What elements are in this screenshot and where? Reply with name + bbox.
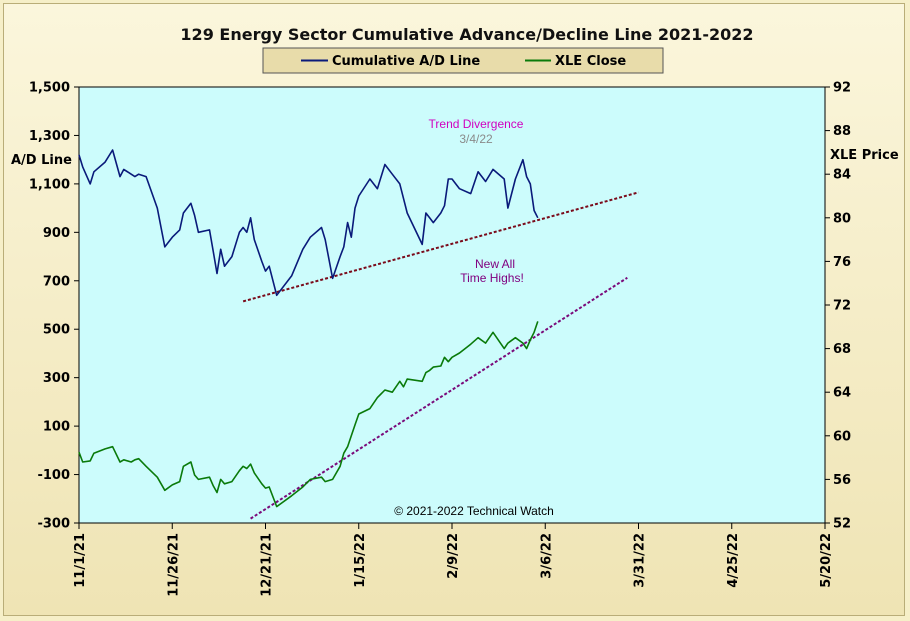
legend-box xyxy=(262,47,664,74)
left-tick-label: 1,500 xyxy=(29,81,70,96)
right-tick-label: 52 xyxy=(833,517,851,532)
x-axis: 11/1/21 11/26/21 12/21/21 1/15/22 2/9/22 3/6/… xyxy=(73,523,834,597)
chart-canvas: 129 Energy Sector Cumulative Advance/Dec… xyxy=(11,25,899,597)
plot-area xyxy=(78,86,826,524)
x-tick-label: 4/25/22 xyxy=(726,533,741,588)
x-tick-label: 11/1/21 xyxy=(73,533,88,588)
right-tick-label: 64 xyxy=(833,386,851,401)
annotation-time-highs: Time Highs! xyxy=(460,271,524,285)
series-line-xle xyxy=(78,321,539,508)
left-axis: -300 -100 100 300 500 700 900 1,100 1,300 1,500 xyxy=(29,81,79,532)
right-tick-label: 68 xyxy=(833,342,851,357)
right-tick-label: 76 xyxy=(833,255,851,270)
left-tick-label: 700 xyxy=(43,274,70,289)
left-tick-label: 300 xyxy=(43,371,70,386)
trendline-ad-support xyxy=(242,191,639,303)
x-tick-label: 2/9/22 xyxy=(446,533,461,579)
right-tick-label: 80 xyxy=(833,211,851,226)
copyright-text: © 2021-2022 Technical Watch xyxy=(394,504,554,518)
annotation-divergence-date: 3/4/22 xyxy=(459,132,493,146)
legend-label-xle-close: XLE Close xyxy=(555,54,626,69)
left-tick-label: 900 xyxy=(43,226,70,241)
trendline-xle-support xyxy=(250,276,628,520)
series-line-ad xyxy=(78,149,539,297)
right-tick-label: 72 xyxy=(833,299,851,314)
right-tick-label: 60 xyxy=(833,429,851,444)
x-tick-label: 3/31/22 xyxy=(633,533,648,588)
x-tick-label: 1/15/22 xyxy=(353,533,368,588)
chart-frame: 129 Energy Sector Cumulative Advance/Dec… xyxy=(3,3,905,616)
chart-title: 129 Energy Sector Cumulative Advance/Dec… xyxy=(180,25,753,44)
right-tick-label: 56 xyxy=(833,473,851,488)
right-tick-label: 84 xyxy=(833,168,851,183)
legend: Cumulative A/D Line XLE Close xyxy=(262,47,664,74)
left-tick-label: -300 xyxy=(37,517,70,532)
annotations: Trend Divergence 3/4/22 New All Time Hig… xyxy=(429,117,524,285)
annotation-new-all: New All xyxy=(475,257,515,271)
x-tick-label: 3/6/22 xyxy=(539,533,554,579)
left-tick-label: 1,100 xyxy=(29,177,70,192)
left-tick-label: 1,300 xyxy=(29,129,70,144)
x-tick-label: 11/26/21 xyxy=(166,533,181,597)
right-tick-label: 92 xyxy=(833,81,851,96)
left-axis-title: A/D Line xyxy=(11,153,72,168)
left-tick-label: 500 xyxy=(43,323,70,338)
x-tick-label: 12/21/21 xyxy=(260,533,275,597)
left-tick-label: 100 xyxy=(43,420,70,435)
right-tick-label: 88 xyxy=(833,124,851,139)
annotation-trend-divergence: Trend Divergence xyxy=(429,117,524,131)
right-axis: 52 56 60 64 68 72 76 80 84 88 92 xyxy=(825,81,851,532)
x-tick-label: 5/20/22 xyxy=(819,533,834,588)
trendlines xyxy=(242,191,639,520)
right-axis-title: XLE Price xyxy=(830,148,899,163)
legend-label-ad-line: Cumulative A/D Line xyxy=(332,54,480,69)
series-lines xyxy=(78,149,539,508)
left-tick-label: -100 xyxy=(37,468,70,483)
